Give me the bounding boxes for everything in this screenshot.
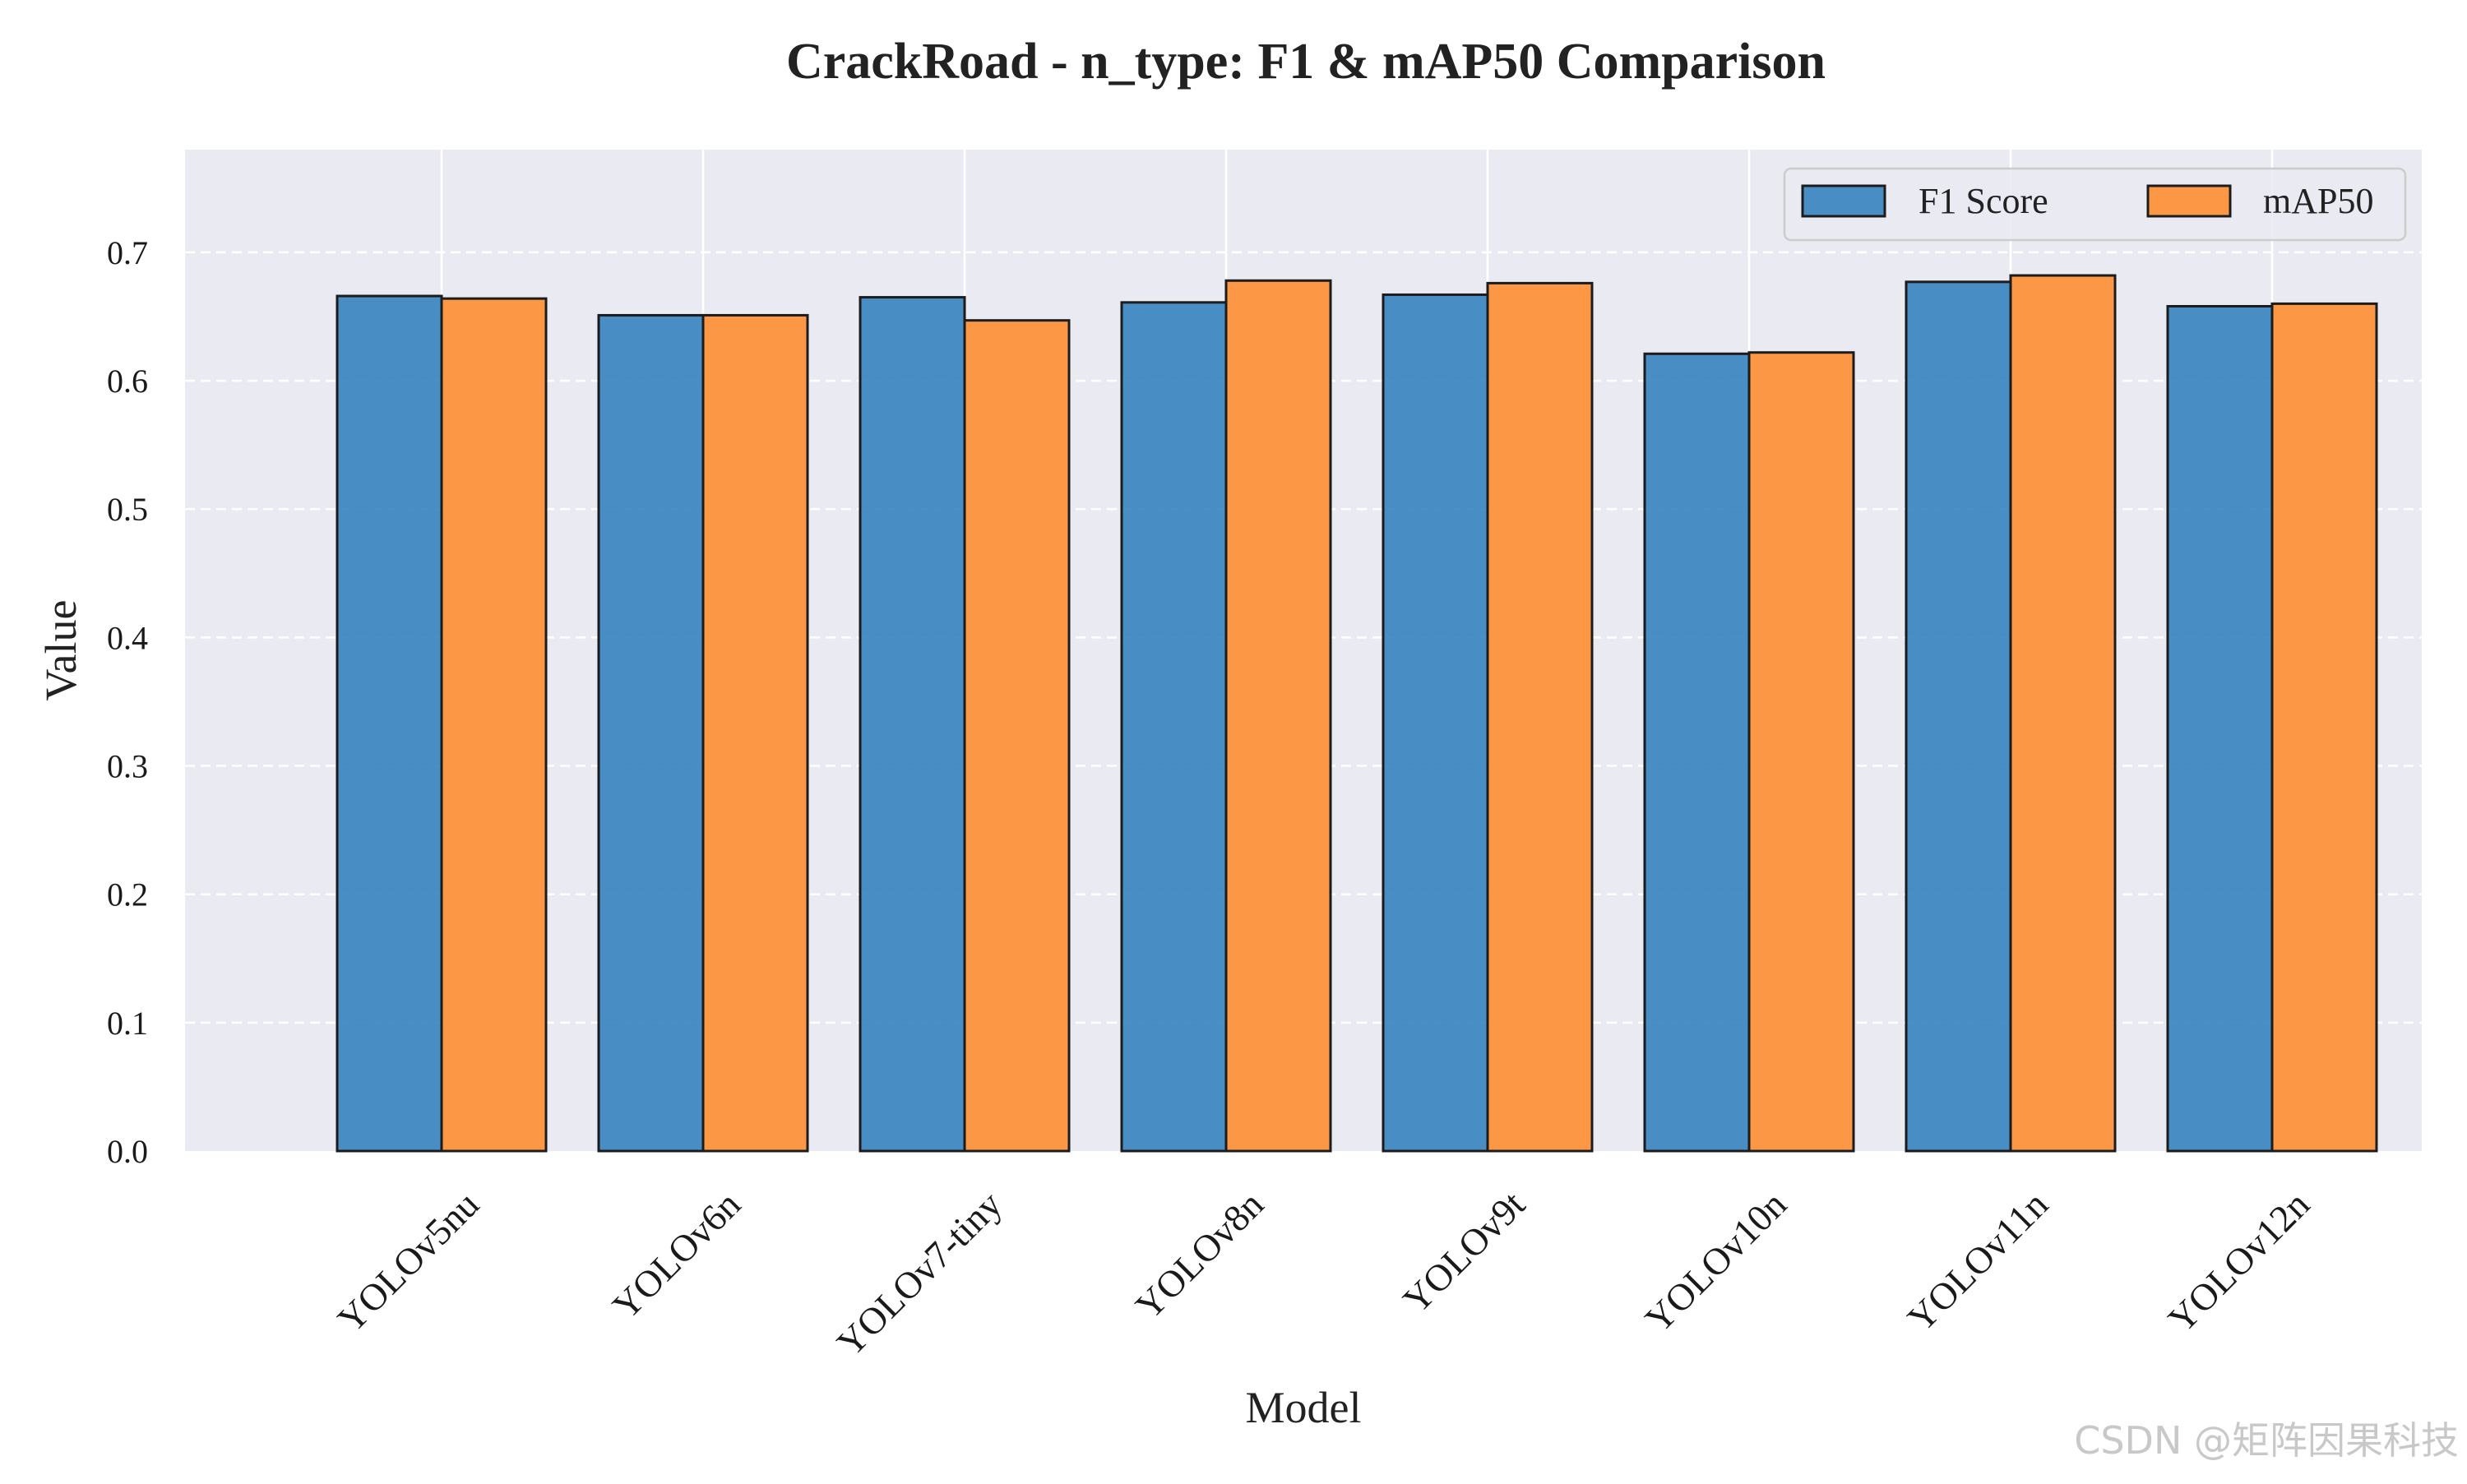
y-tick-label: 0.2 [107,876,148,913]
bar-f1-score [1905,280,2012,1153]
y-tick-label: 0.0 [107,1133,148,1170]
bar-f1-score [1382,293,1489,1153]
legend-swatch [1801,184,1886,218]
bar-map50 [701,313,809,1153]
x-tick-label: YOLOv6n [604,1183,748,1327]
y-tick-label: 0.5 [107,491,148,528]
x-tick-label: YOLOv10n [1637,1183,1794,1340]
bar-f1-score [336,294,443,1153]
x-tick-label: YOLOv9t [1395,1183,1533,1321]
x-tick-label: YOLOv8n [1127,1183,1271,1327]
bar-f1-score [597,313,705,1153]
legend-swatch [2146,184,2232,218]
legend-box [1783,167,2407,242]
chart-title: CrackRoad - n_type: F1 & mAP50 Compariso… [786,34,1826,90]
bar-map50 [963,319,1071,1153]
bar-f1-score [859,296,966,1153]
x-tick-label: YOLOv11n [1900,1183,2056,1339]
x-tick-label: YOLOv7-tiny [829,1183,1010,1364]
x-tick-label: YOLOv12n [2160,1183,2317,1340]
bar-f1-score [1120,301,1228,1153]
y-tick-label: 0.1 [107,1005,148,1042]
bar-map50 [1224,279,1332,1153]
bar-f1-score [1643,352,1751,1153]
x-tick-labels: YOLOv5nu YOLOv6n YOLOv7-tiny YOLOv8n YOLOv9t… [330,1183,2317,1365]
y-tick-label: 0.7 [107,234,148,271]
legend-label: F1 Score [1919,181,2048,221]
legend: F1 Score mAP50 [1783,167,2407,242]
bar-map50 [1486,281,1594,1153]
x-tick-label: YOLOv5nu [330,1183,487,1340]
x-axis-label: Model [1246,1383,1362,1432]
bar-map50 [1747,351,1855,1153]
bar-map50 [440,297,548,1153]
y-tick-labels: 0.0 0.1 0.2 0.3 0.4 0.5 0.6 0.7 [107,234,148,1170]
bar-map50 [2009,274,2117,1153]
y-tick-label: 0.4 [107,619,148,656]
bar-map50 [2270,302,2378,1153]
y-tick-label: 0.6 [107,363,148,400]
legend-label: mAP50 [2263,181,2373,221]
bar-f1-score [2166,305,2274,1153]
y-tick-label: 0.3 [107,748,148,785]
y-axis-label: Value [36,600,86,701]
watermark: CSDN @矩阵因果科技 [2074,1418,2459,1463]
bars-group [336,274,2378,1153]
